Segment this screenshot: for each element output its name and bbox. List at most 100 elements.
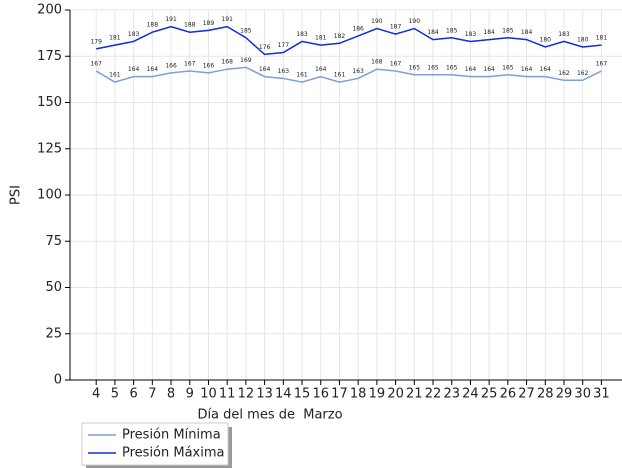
data-label: 183: [558, 31, 570, 38]
data-label: 191: [165, 16, 177, 23]
data-label: 164: [259, 66, 271, 73]
data-label: 161: [334, 72, 346, 79]
x-tick-label: 18: [350, 387, 367, 402]
y-tick-label: 100: [37, 188, 62, 203]
data-label: 185: [446, 27, 458, 34]
data-label: 184: [521, 29, 533, 36]
line: [96, 25, 602, 56]
x-tick-label: 25: [481, 387, 498, 402]
data-label: 169: [240, 57, 252, 64]
data-label: 186: [352, 25, 364, 32]
x-tick-label: 12: [238, 387, 255, 402]
data-label: 188: [184, 22, 196, 29]
y-tick-label: 75: [45, 234, 62, 249]
x-tick-label: 13: [256, 387, 273, 402]
data-label: 164: [521, 66, 533, 73]
data-label: 180: [577, 37, 589, 44]
legend-label: Presión Mínima: [122, 428, 221, 443]
legend-label: Presión Máxima: [122, 446, 225, 461]
data-label: 164: [147, 66, 159, 73]
data-label: 185: [502, 27, 514, 34]
data-label: 164: [483, 66, 495, 73]
x-tick-label: 26: [500, 387, 517, 402]
data-label: 164: [315, 66, 327, 73]
data-label: 166: [165, 62, 177, 69]
x-tick-label: 29: [556, 387, 573, 402]
data-label: 165: [446, 64, 458, 71]
data-label: 167: [184, 61, 196, 68]
y-tick-label: 0: [54, 373, 62, 388]
legend: Presión Mínima Presión Máxima: [81, 422, 232, 468]
data-label: 165: [502, 64, 514, 71]
data-label: 190: [371, 18, 383, 25]
data-label: 164: [540, 66, 552, 73]
data-label: 168: [221, 59, 233, 66]
data-label: 163: [352, 68, 364, 75]
y-tick-label: 200: [37, 3, 62, 18]
y-tick-label: 50: [45, 280, 62, 295]
x-tick-label: 7: [148, 387, 156, 402]
data-label: 187: [390, 24, 402, 31]
data-label: 163: [278, 68, 290, 75]
x-tick-label: 20: [387, 387, 404, 402]
data-label: 190: [409, 18, 421, 25]
x-tick-label: 9: [186, 387, 194, 402]
data-label: 162: [558, 70, 570, 77]
x-tick-label: 10: [200, 387, 217, 402]
legend-box: [81, 422, 229, 466]
x-tick-label: 4: [92, 387, 100, 402]
x-tick-label: 8: [167, 387, 175, 402]
data-label: 167: [90, 61, 102, 68]
data-label: 167: [390, 61, 402, 68]
data-label: 168: [371, 59, 383, 66]
data-label: 191: [221, 16, 233, 23]
y-tick-label: 125: [37, 141, 62, 156]
x-tick-label: 15: [294, 387, 311, 402]
x-tick-label: 23: [443, 387, 460, 402]
data-label: 188: [147, 22, 159, 29]
data-label: 164: [465, 66, 477, 73]
x-tick-label: 21: [406, 387, 423, 402]
x-tick-label: 28: [537, 387, 554, 402]
data-label: 181: [596, 35, 608, 42]
data-label: 184: [483, 29, 495, 36]
x-tick-label: 19: [369, 387, 386, 402]
x-tick-label: 6: [129, 387, 137, 402]
data-label: 165: [427, 64, 439, 71]
data-label: 165: [409, 64, 421, 71]
data-label: 183: [296, 31, 308, 38]
data-label: 161: [109, 72, 121, 79]
data-label: 183: [465, 31, 477, 38]
data-label: 181: [109, 35, 121, 42]
x-tick-label: 17: [331, 387, 348, 402]
data-label: 167: [596, 61, 608, 68]
data-label: 166: [203, 62, 215, 69]
data-label: 185: [240, 27, 252, 34]
x-tick-label: 5: [111, 387, 119, 402]
x-tick-label: 11: [219, 387, 236, 402]
y-tick-label: 25: [45, 326, 62, 341]
x-tick-label: 16: [312, 387, 329, 402]
y-tick-label: 150: [37, 95, 62, 110]
x-tick-label: 31: [593, 387, 610, 402]
y-axis-label: PSI: [9, 185, 24, 205]
y-tick-label: 175: [37, 49, 62, 64]
data-label: 183: [128, 31, 140, 38]
data-label: 180: [540, 37, 552, 44]
data-label: 181: [315, 35, 327, 42]
x-tick-label: 22: [425, 387, 442, 402]
data-label: 164: [128, 66, 140, 73]
data-label: 176: [259, 44, 271, 51]
data-label: 177: [278, 42, 290, 49]
data-label: 184: [427, 29, 439, 36]
data-label: 179: [90, 38, 102, 45]
data-label: 182: [334, 33, 346, 40]
x-tick-label: 14: [275, 387, 292, 402]
data-label: 162: [577, 70, 589, 77]
data-label: 189: [203, 20, 215, 27]
line: [95, 66, 602, 83]
x-tick-label: 30: [574, 387, 591, 402]
x-axis-label: Día del mes de Marzo: [197, 408, 342, 423]
x-tick-label: 27: [518, 387, 535, 402]
